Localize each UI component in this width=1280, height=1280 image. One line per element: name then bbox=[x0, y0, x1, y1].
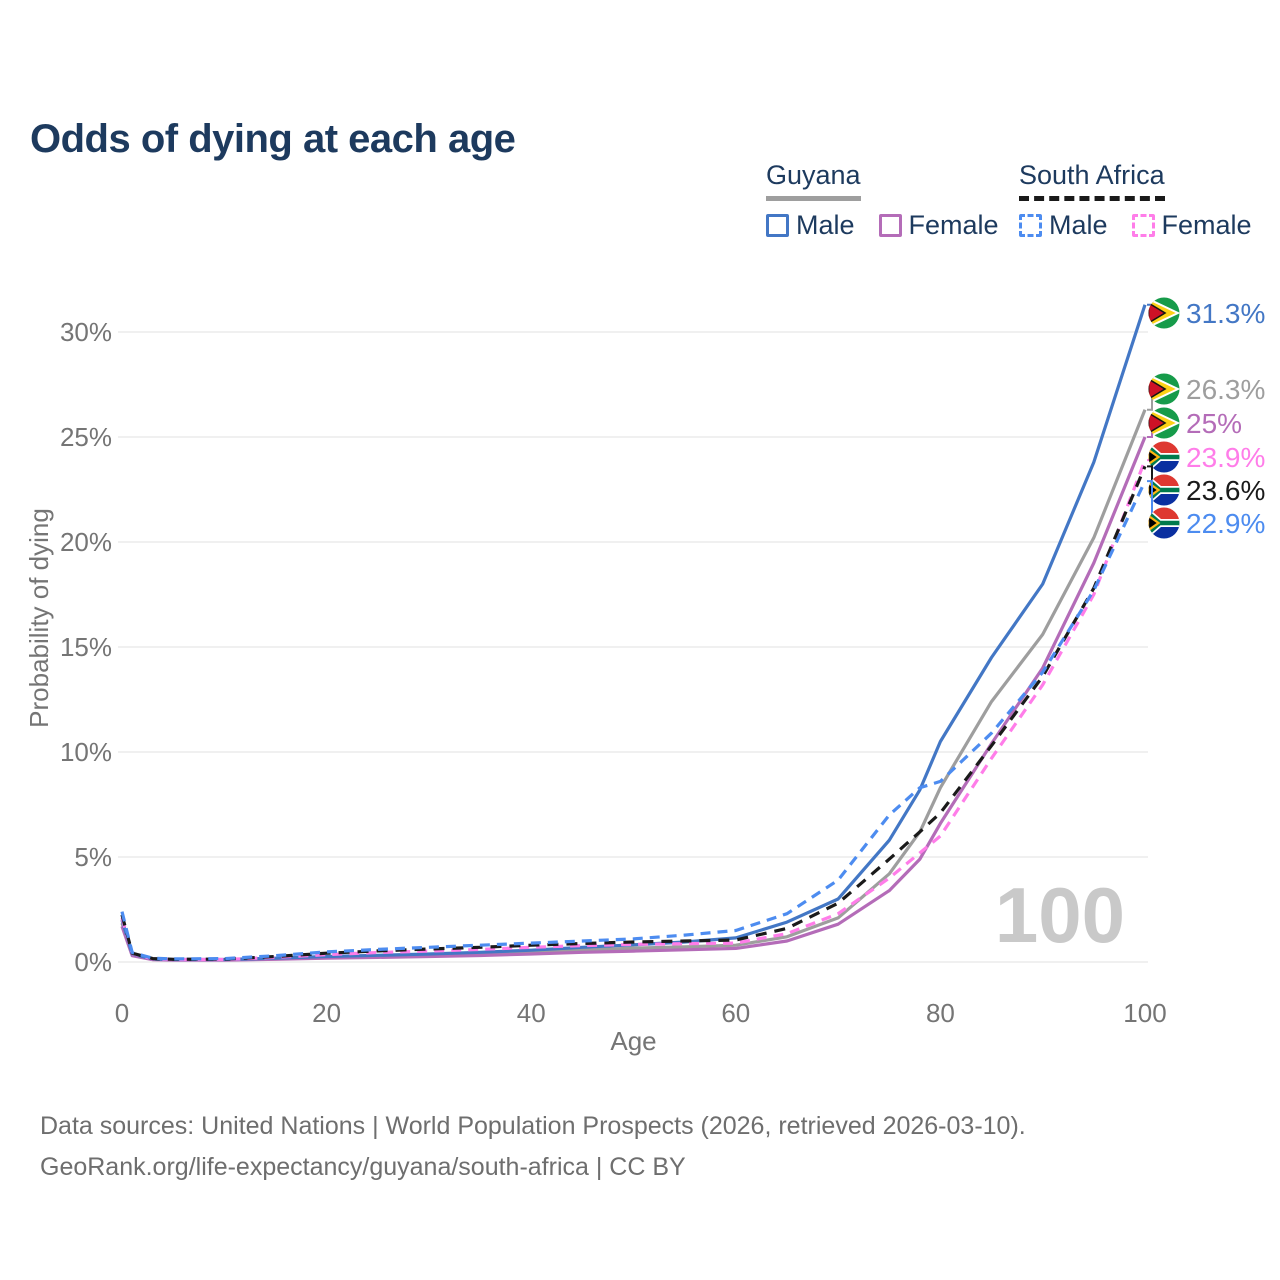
age-watermark: 100 bbox=[995, 871, 1125, 959]
legend-item-label: Female bbox=[908, 210, 999, 240]
guyana-male-swatch-icon bbox=[766, 214, 789, 237]
x-tick-label: 80 bbox=[926, 998, 955, 1028]
y-axis-title: Probability of dying bbox=[24, 508, 54, 728]
x-tick-label: 40 bbox=[517, 998, 546, 1028]
series-line-south-africa-5[interactable] bbox=[120, 480, 1147, 961]
series-line-guyana-1[interactable] bbox=[120, 409, 1147, 962]
series-line-south-africa-3[interactable] bbox=[120, 459, 1147, 962]
series-line-south-africa-4[interactable] bbox=[120, 465, 1147, 961]
chart-title: Odds of dying at each age bbox=[30, 116, 516, 161]
x-tick-label: 100 bbox=[1123, 998, 1166, 1028]
legend-header-south-africa[interactable]: South Africa bbox=[1019, 160, 1165, 201]
y-tick-label: 30% bbox=[60, 317, 112, 347]
legend-item-label: Male bbox=[1049, 210, 1108, 240]
end-value-label: 25% bbox=[1186, 408, 1242, 439]
legend-item-guyana-male[interactable]: Male bbox=[766, 210, 855, 241]
legend-group-south-africa: South Africa Male Female bbox=[1019, 160, 1252, 241]
attribution-link-text[interactable]: GeoRank.org/life-expectancy/guyana/south… bbox=[40, 1153, 686, 1181]
end-value-label: 31.3% bbox=[1186, 298, 1265, 329]
legend-item-guyana-female[interactable]: Female bbox=[878, 210, 999, 241]
y-tick-label: 15% bbox=[60, 632, 112, 662]
legend-header-guyana[interactable]: Guyana bbox=[766, 160, 861, 201]
legend-item-south-africa-male[interactable]: Male bbox=[1019, 210, 1108, 241]
y-tick-label: 10% bbox=[60, 737, 112, 767]
legend-item-label: Male bbox=[796, 210, 855, 240]
x-tick-label: 20 bbox=[312, 998, 341, 1028]
end-value-label: 23.6% bbox=[1186, 475, 1265, 506]
y-tick-label: 0% bbox=[74, 947, 112, 977]
series-line-guyana-0[interactable] bbox=[120, 304, 1147, 962]
legend-item-label: Female bbox=[1161, 210, 1252, 240]
legend-group-guyana: Guyana Male Female bbox=[766, 160, 999, 241]
legend-item-south-africa-female[interactable]: Female bbox=[1131, 210, 1252, 241]
y-tick-label: 20% bbox=[60, 527, 112, 557]
south-africa-male-swatch-icon bbox=[1019, 214, 1042, 237]
data-sources-text: Data sources: United Nations | World Pop… bbox=[40, 1112, 1026, 1140]
end-value-label: 26.3% bbox=[1186, 374, 1265, 405]
x-tick-label: 0 bbox=[115, 998, 129, 1028]
series-line-guyana-2[interactable] bbox=[120, 436, 1147, 962]
x-axis-title: Age bbox=[610, 1026, 656, 1056]
guyana-female-swatch-icon bbox=[878, 214, 902, 237]
south-africa-female-swatch-icon bbox=[1131, 214, 1155, 237]
guyana-flag-icon bbox=[1148, 407, 1180, 439]
guyana-flag-icon bbox=[1148, 297, 1180, 329]
x-tick-label: 60 bbox=[721, 998, 750, 1028]
end-value-label: 22.9% bbox=[1186, 508, 1265, 539]
y-tick-label: 5% bbox=[74, 842, 112, 872]
guyana-flag-icon bbox=[1148, 373, 1180, 405]
end-value-label: 23.9% bbox=[1186, 442, 1265, 473]
y-tick-label: 25% bbox=[60, 422, 112, 452]
chart-footer: Data sources: United Nations | World Pop… bbox=[40, 1106, 1026, 1188]
